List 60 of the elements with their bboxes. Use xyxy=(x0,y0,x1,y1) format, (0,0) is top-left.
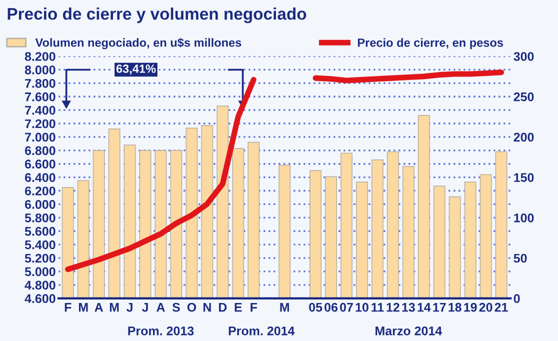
legend-label: Volumen negociado, en u$s millones xyxy=(35,38,242,50)
x-tick-label: A xyxy=(156,303,165,312)
x-tick-label: S xyxy=(172,302,180,312)
text: Prom. 2013 xyxy=(128,326,194,336)
x-tick-label: 19 xyxy=(464,302,477,312)
text: Prom. 2014 xyxy=(228,326,295,336)
x-tick-label: J xyxy=(142,303,148,312)
x-tick-label: 21 xyxy=(494,302,508,312)
annotation: 63,41% xyxy=(116,64,156,75)
x-tick-label: 10 xyxy=(356,302,368,312)
y-tick-label: 8.200 xyxy=(24,52,56,61)
y-tick-label: 6.200 xyxy=(24,186,56,196)
y-tick-label: 8.000 xyxy=(24,66,56,74)
chart-title: Precio de cierre y volumen negociado xyxy=(8,8,306,24)
x-tick-label: 18 xyxy=(448,302,462,312)
x-tick-label: N xyxy=(204,303,211,312)
x-tick-label: 17 xyxy=(433,303,446,312)
x-tick-label: D xyxy=(218,303,227,312)
y-tick-label: 7.400 xyxy=(25,106,56,115)
y-tick-label: 7.000 xyxy=(25,132,56,142)
x-tick-label: M xyxy=(110,303,119,312)
x-tick-label: 06 xyxy=(324,302,338,312)
y-tick-label: 7.600 xyxy=(25,92,56,102)
x-tick-label: O xyxy=(187,302,196,312)
y-tick-label: 6.600 xyxy=(24,160,56,169)
legend-label: Precio de cierre, en pesos xyxy=(358,38,504,50)
y-tick-label: 6.400 xyxy=(24,173,56,182)
y2-tick-label: 300 xyxy=(514,52,534,61)
y-tick-label: 5.800 xyxy=(24,213,56,222)
y2-tick-label: 0 xyxy=(514,294,520,304)
x-tick-label: 20 xyxy=(479,302,492,312)
x-tick-label: M xyxy=(280,303,289,312)
y-tick-label: 7.200 xyxy=(25,119,56,128)
x-tick-label: 11 xyxy=(372,303,384,312)
y-tick-label: 5.600 xyxy=(24,226,56,236)
x-tick-label: 05 xyxy=(309,302,322,312)
x-tick-label: F xyxy=(250,303,257,312)
x-tick-label: 13 xyxy=(402,302,415,312)
y2-tick-label: 250 xyxy=(514,92,534,102)
x-tick-label: 07 xyxy=(340,302,353,312)
y-tick-label: 7.800 xyxy=(25,78,56,88)
y-tick-label: 4.600 xyxy=(24,294,56,304)
y2-tick-label: 150 xyxy=(514,173,534,182)
y-tick-label: 5.000 xyxy=(24,267,56,276)
y2-tick-label: 100 xyxy=(514,213,534,222)
x-tick-label: A xyxy=(94,303,104,312)
x-tick-label: 12 xyxy=(386,302,400,312)
x-tick-label: 14 xyxy=(418,303,431,312)
y-tick-label: 5.200 xyxy=(24,254,56,263)
y2-tick-label: 200 xyxy=(514,132,534,142)
y-tick-label: 4.800 xyxy=(24,280,56,290)
x-tick-label: F xyxy=(64,303,72,312)
text: Marzo 2014 xyxy=(376,326,442,336)
y-tick-label: 6.800 xyxy=(24,146,56,156)
x-tick-label: M xyxy=(78,303,88,312)
x-tick-label: J xyxy=(126,303,132,312)
y-tick-label: 6.000 xyxy=(24,200,56,209)
y-tick-label: 5.400 xyxy=(24,240,56,250)
y2-tick-label: 50 xyxy=(514,254,527,263)
x-tick-label: E xyxy=(234,303,242,312)
